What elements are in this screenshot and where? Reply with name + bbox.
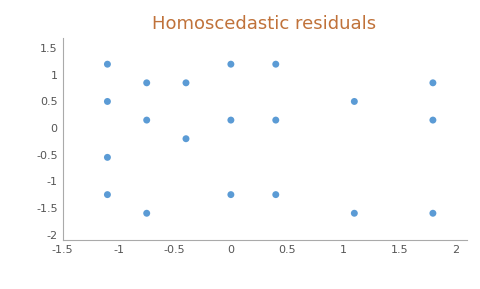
Point: [227, 118, 234, 123]
Point: [271, 118, 279, 123]
Point: [103, 192, 111, 197]
Point: [182, 136, 190, 141]
Point: [227, 192, 234, 197]
Point: [143, 211, 150, 216]
Point: [227, 62, 234, 66]
Point: [428, 118, 436, 123]
Point: [143, 81, 150, 85]
Point: [103, 62, 111, 66]
Point: [182, 81, 190, 85]
Point: [350, 211, 358, 216]
Point: [103, 99, 111, 104]
Title: Homoscedastic residuals: Homoscedastic residuals: [152, 15, 376, 33]
Point: [428, 211, 436, 216]
Point: [428, 81, 436, 85]
Point: [350, 99, 358, 104]
Point: [271, 62, 279, 66]
Point: [271, 192, 279, 197]
Point: [103, 155, 111, 160]
Point: [143, 118, 150, 123]
